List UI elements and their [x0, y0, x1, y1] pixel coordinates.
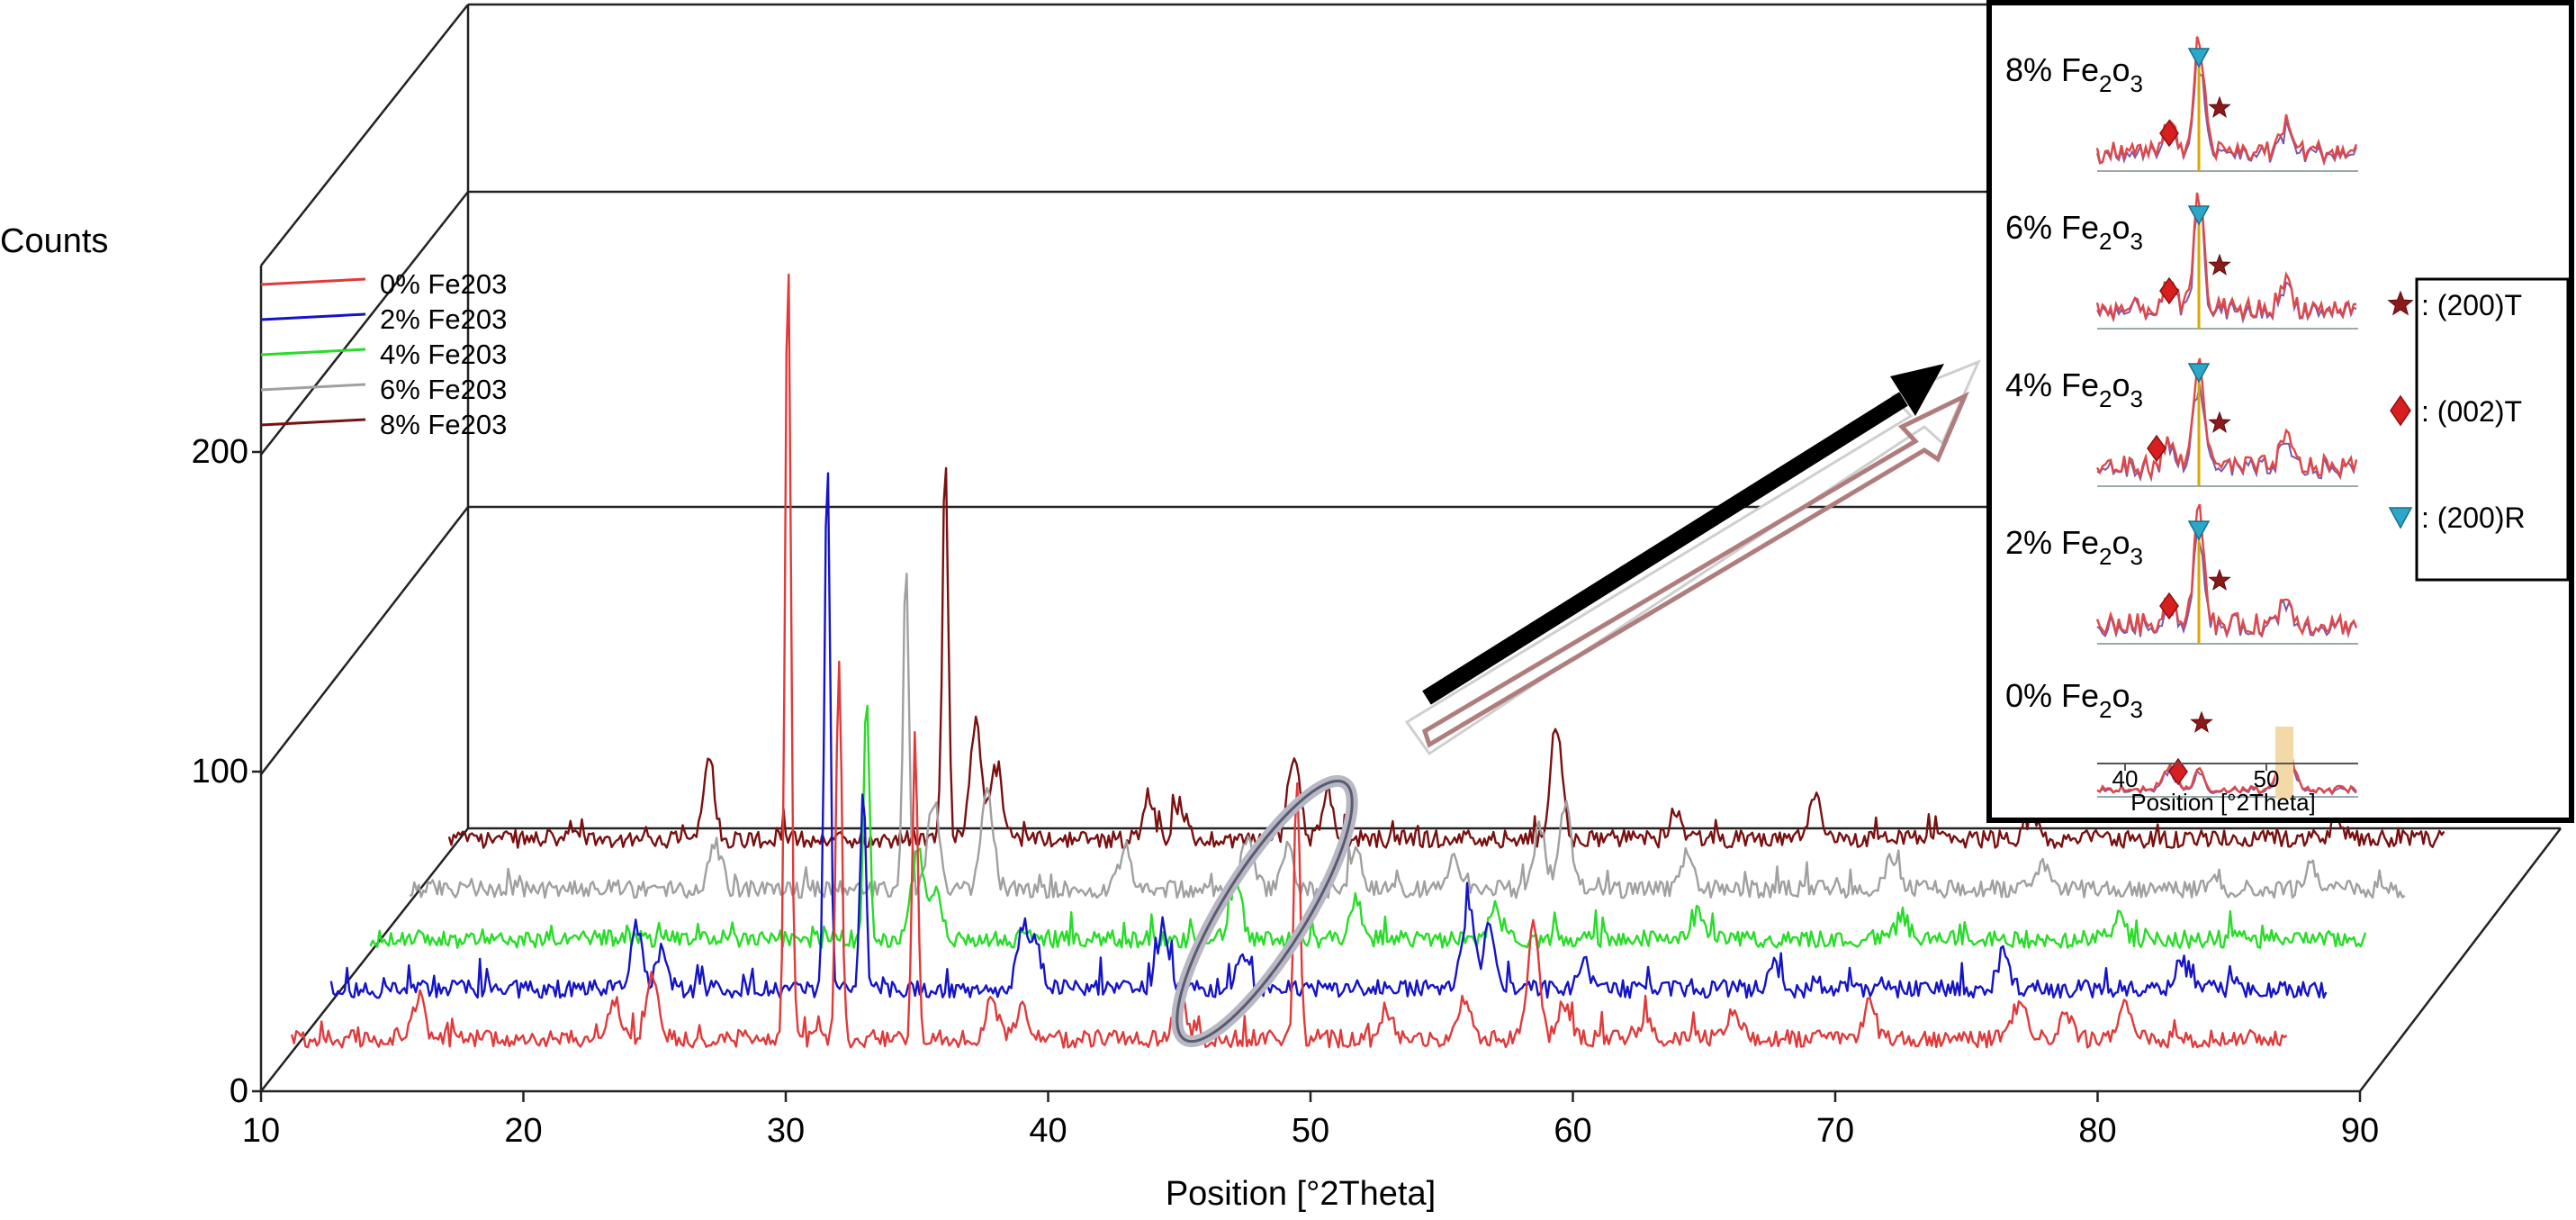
- y-tick-label: 200: [192, 433, 248, 471]
- inset-spectrum-line: [2095, 36, 2358, 167]
- spectrum-line: [369, 704, 2367, 949]
- x-tick-label: 50: [1292, 1112, 1329, 1150]
- y-tick-label: 100: [192, 753, 248, 791]
- floor-left-edge: [260, 827, 469, 1092]
- x-tick-label: 70: [1816, 1112, 1854, 1150]
- x-tick-label: 80: [2078, 1112, 2116, 1150]
- legend-label: 4% Fe203: [380, 339, 507, 370]
- zoom-arrow: [1404, 359, 1981, 756]
- spectrum-line: [329, 472, 2328, 999]
- inset-x-tick-label: 40: [2112, 765, 2139, 792]
- x-axis-ticks: 10 20 30 40 50 60 70 80 90: [242, 1091, 2379, 1150]
- triangle-down-icon: [2187, 48, 2211, 68]
- y-axis-title: Counts: [0, 222, 108, 260]
- diamond-icon: [2159, 276, 2179, 305]
- inset-panel-label: 8% Fe2o3: [2005, 51, 2143, 97]
- x-tick-label: 60: [1554, 1112, 1591, 1150]
- x-tick-label: 40: [1029, 1112, 1067, 1150]
- side-grid-line: [260, 506, 469, 775]
- inset-key-label: : (002)T: [2421, 395, 2522, 428]
- legend-swatch: [260, 277, 366, 286]
- inset-key: : (200)T : (002)T : (200)R: [2387, 289, 2526, 534]
- triangle-down-icon: [2187, 205, 2211, 226]
- inset-spectrum-line: [2095, 503, 2358, 638]
- inset-key-label: : (200)T: [2421, 289, 2522, 321]
- inset-panel-label: 6% Fe2o3: [2005, 209, 2143, 255]
- inset-key-label: : (200)R: [2421, 502, 2526, 534]
- star-icon: [2208, 253, 2231, 276]
- x-tick-label: 90: [2341, 1112, 2379, 1150]
- legend-label: 8% Fe203: [380, 409, 507, 440]
- highlight-ellipse-outline: [1175, 779, 1354, 1044]
- floor-right-edge: [2359, 827, 2562, 1092]
- legend-swatch: [260, 312, 366, 321]
- x-tick-label: 20: [504, 1112, 542, 1150]
- y-axis-ticks: 0 100 200: [192, 433, 261, 1110]
- triangle-down-icon: [2388, 507, 2413, 529]
- triangle-down-icon: [2187, 363, 2211, 384]
- top-left-diagonal: [260, 4, 469, 267]
- legend-swatch: [260, 383, 366, 392]
- star-icon: [2208, 95, 2231, 118]
- inset-panel-label: 2% Fe2o3: [2005, 524, 2143, 570]
- star-icon: [2190, 710, 2213, 733]
- diamond-icon: [2168, 757, 2188, 786]
- legend-label: 2% Fe203: [380, 303, 507, 335]
- inset-spectrum-line: [2095, 192, 2357, 321]
- legend-label: 0% Fe203: [380, 268, 507, 300]
- star-icon: [2208, 411, 2231, 433]
- legend-swatch: [260, 418, 366, 427]
- spectrum-line: [447, 466, 2445, 849]
- x-axis-title: Position [°2Theta]: [1166, 1175, 1436, 1213]
- star-icon: [2387, 290, 2414, 316]
- spectra-group: [290, 273, 2445, 1049]
- star-icon: [2208, 568, 2231, 591]
- legend-swatch: [260, 348, 366, 357]
- triangle-down-icon: [2187, 520, 2211, 541]
- inset-spectrum-line: [2095, 357, 2358, 481]
- inset-spectrum-line: [2096, 730, 2357, 796]
- spectrum-line: [290, 273, 2288, 1049]
- inset-x-axis-title: Position [°2Theta]: [2130, 789, 2316, 816]
- diamond-icon: [2159, 119, 2179, 148]
- diamond-icon: [2159, 592, 2179, 620]
- x-tick-label: 10: [242, 1112, 280, 1150]
- inset-x-tick-label: 50: [2254, 765, 2280, 792]
- side-grid-line: [260, 191, 469, 456]
- inset-panel-label: 4% Fe2o3: [2005, 366, 2143, 412]
- diamond-icon: [2390, 394, 2411, 427]
- x-tick-label: 30: [767, 1112, 805, 1150]
- inset-panel: 8% Fe2o3 6% Fe2o3 4% Fe2o3 2% Fe2o3 0% Fe2o3…: [1986, 0, 2574, 823]
- y-tick-label: 0: [230, 1072, 248, 1110]
- inset-panel-label: 0% Fe2o3: [2005, 677, 2143, 723]
- inset-key-box: [2415, 277, 2570, 582]
- highlight-ellipse: [1171, 774, 1358, 1048]
- spectrum-line: [409, 573, 2406, 899]
- inset-x-axis: 40 50: [2097, 763, 2358, 792]
- legend-label: 6% Fe203: [380, 374, 507, 405]
- diamond-icon: [2147, 434, 2166, 463]
